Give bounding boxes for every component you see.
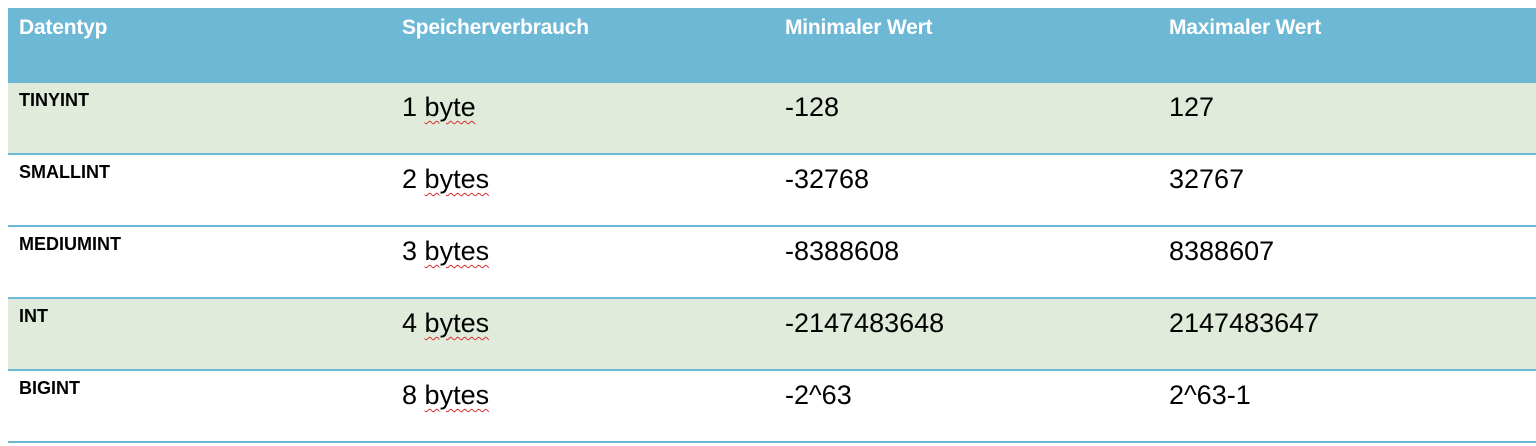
size-number: 1 <box>402 92 418 122</box>
size-unit: bytes <box>424 236 490 266</box>
datentyp-cell: BIGINT <box>19 378 80 398</box>
speicherverbrauch-cell: 3 bytes <box>402 236 489 267</box>
speicherverbrauch-cell: 8 bytes <box>402 380 489 411</box>
header-speicherverbrauch: Speicherverbrauch <box>402 16 589 39</box>
speicherverbrauch-cell: 1 byte <box>402 92 476 123</box>
max-value-cell: 2147483647 <box>1169 308 1320 338</box>
max-value-cell: 32767 <box>1169 164 1245 194</box>
size-number: 3 <box>402 236 418 266</box>
min-value-cell: -2^63 <box>785 380 852 410</box>
max-value-cell: 8388607 <box>1169 236 1275 266</box>
size-number: 8 <box>402 380 418 410</box>
max-value-cell: 2^63-1 <box>1169 380 1251 410</box>
table-header-row: Datentyp Speicherverbrauch Minimaler Wer… <box>8 8 1536 83</box>
datentyp-cell: MEDIUMINT <box>19 234 121 254</box>
max-value-cell: 127 <box>1169 92 1215 122</box>
speicherverbrauch-cell: 4 bytes <box>402 308 489 339</box>
min-value-cell: -32768 <box>785 164 870 194</box>
size-unit: bytes <box>424 164 490 194</box>
size-unit: byte <box>424 92 476 122</box>
size-number: 2 <box>402 164 418 194</box>
datentyp-cell: INT <box>19 306 48 326</box>
min-value-cell: -8388608 <box>785 236 900 266</box>
size-unit: bytes <box>424 308 490 338</box>
header-maximaler-wert: Maximaler Wert <box>1169 16 1322 39</box>
integer-types-table: Datentyp Speicherverbrauch Minimaler Wer… <box>8 8 1536 443</box>
header-datentyp: Datentyp <box>19 16 108 39</box>
size-number: 4 <box>402 308 418 338</box>
table-row: BIGINT 8 bytes -2^63 2^63-1 <box>8 371 1536 443</box>
min-value-cell: -128 <box>785 92 840 122</box>
min-value-cell: -2147483648 <box>785 308 945 338</box>
header-minimaler-wert: Minimaler Wert <box>785 16 933 39</box>
table-row: INT 4 bytes -2147483648 2147483647 <box>8 299 1536 371</box>
table-row: SMALLINT 2 bytes -32768 32767 <box>8 155 1536 227</box>
table-row: MEDIUMINT 3 bytes -8388608 8388607 <box>8 227 1536 299</box>
size-unit: bytes <box>424 380 490 410</box>
table-row: TINYINT 1 byte -128 127 <box>8 83 1536 155</box>
datentyp-cell: SMALLINT <box>19 162 110 182</box>
speicherverbrauch-cell: 2 bytes <box>402 164 489 195</box>
datentyp-cell: TINYINT <box>19 90 89 110</box>
